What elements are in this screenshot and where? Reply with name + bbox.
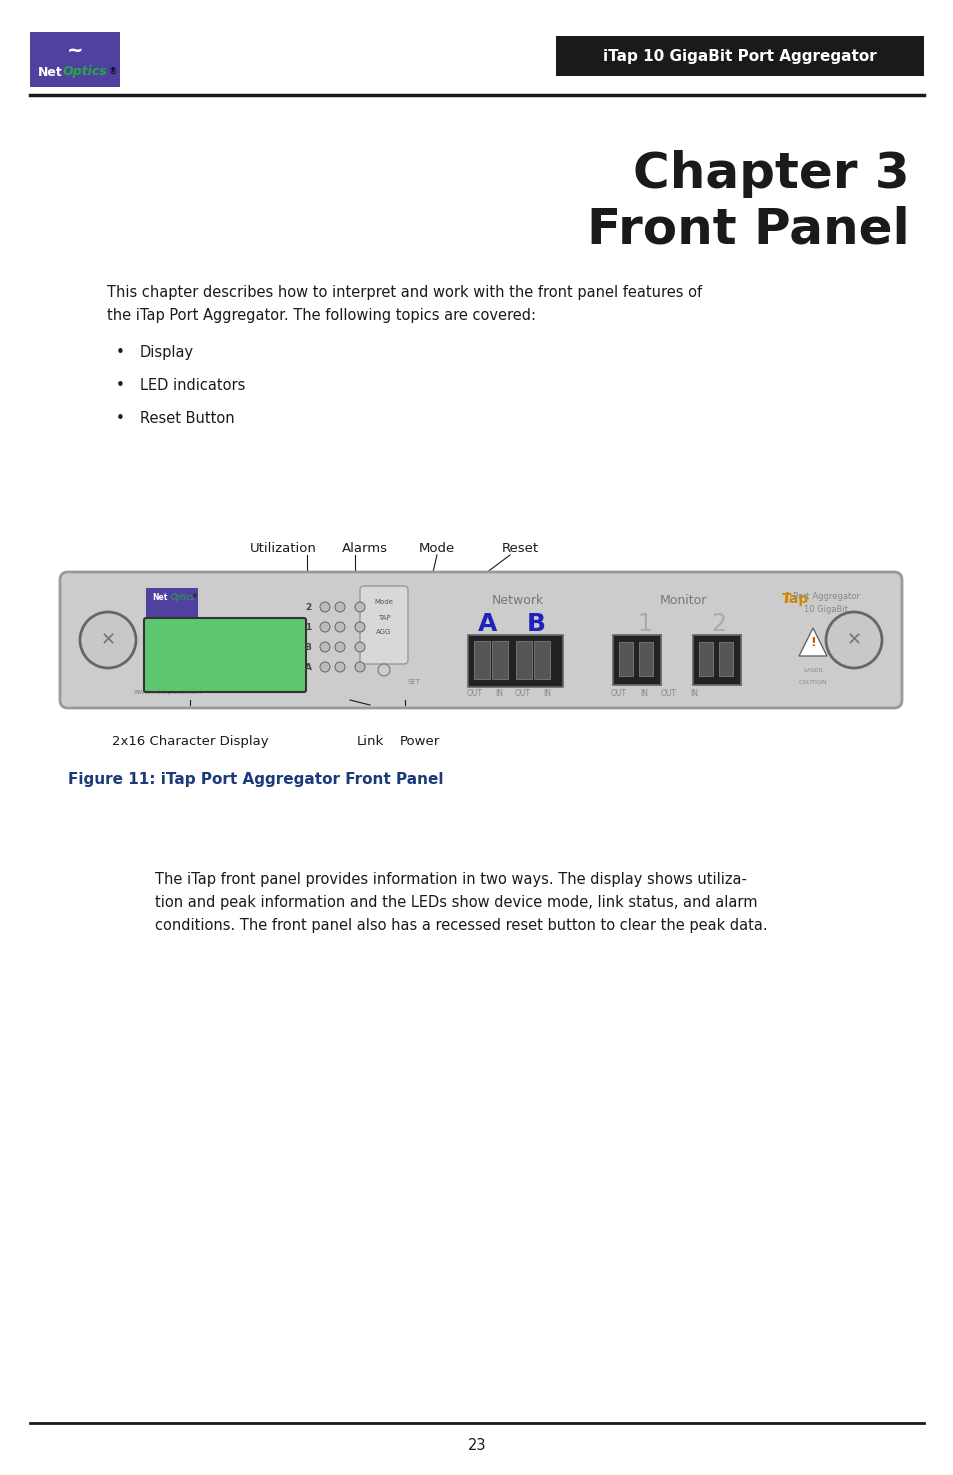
Text: OUT: OUT (660, 689, 677, 699)
Text: B: B (304, 643, 311, 652)
Bar (534, 642, 550, 678)
Text: Port Aggregator: Port Aggregator (792, 591, 859, 600)
Text: 1: 1 (637, 612, 652, 636)
Bar (719, 642, 732, 676)
Text: AGG: AGG (375, 628, 392, 636)
Text: TAP: TAP (377, 615, 390, 621)
Text: OUT: OUT (610, 689, 626, 699)
Text: Monitor: Monitor (659, 594, 706, 608)
Circle shape (319, 642, 330, 652)
Circle shape (335, 642, 345, 652)
Text: Optics: Optics (63, 65, 108, 78)
Text: Network: Network (492, 594, 543, 608)
Circle shape (335, 662, 345, 673)
Bar (618, 642, 633, 676)
Text: the iTap Port Aggregator. The following topics are covered:: the iTap Port Aggregator. The following … (107, 308, 536, 323)
Text: Power: Power (399, 735, 439, 748)
Text: 2: 2 (305, 602, 311, 612)
Circle shape (355, 622, 365, 631)
Text: ~: ~ (67, 40, 83, 59)
Circle shape (825, 612, 882, 668)
Text: Utilization: Utilization (250, 541, 316, 555)
Text: conditions. The front panel also has a recessed reset button to clear the peak d: conditions. The front panel also has a r… (154, 917, 767, 934)
Text: ®: ® (191, 594, 196, 599)
Text: The iTap front panel provides information in two ways. The display shows utiliza: The iTap front panel provides informatio… (154, 872, 746, 886)
Circle shape (355, 662, 365, 673)
Circle shape (319, 662, 330, 673)
Text: CAUTION: CAUTION (798, 680, 826, 684)
Circle shape (335, 602, 345, 612)
Text: ✕: ✕ (100, 631, 115, 649)
Text: OUT: OUT (467, 689, 482, 699)
Bar (146, 589, 198, 618)
Text: 2: 2 (711, 612, 726, 636)
Text: B: B (526, 612, 545, 636)
Text: ®: ® (109, 68, 117, 77)
Text: •: • (115, 378, 124, 392)
Circle shape (355, 602, 365, 612)
Polygon shape (799, 628, 826, 656)
Text: 2x16 Character Display: 2x16 Character Display (112, 735, 268, 748)
Text: Mode: Mode (418, 541, 455, 555)
Bar (516, 642, 532, 678)
Bar (492, 642, 507, 678)
Text: i: i (782, 591, 787, 606)
Text: Front Panel: Front Panel (587, 205, 909, 254)
Circle shape (319, 602, 330, 612)
Text: •: • (115, 345, 124, 360)
Text: LED indicators: LED indicators (140, 378, 245, 392)
Bar (30, 32, 120, 87)
Text: ✕: ✕ (845, 631, 861, 649)
Text: IN: IN (542, 689, 551, 699)
Text: LASER: LASER (802, 668, 822, 673)
Circle shape (355, 642, 365, 652)
Text: •: • (115, 412, 124, 426)
Text: This chapter describes how to interpret and work with the front panel features o: This chapter describes how to interpret … (107, 285, 701, 299)
Text: Display: Display (140, 345, 193, 360)
Text: SET: SET (407, 678, 420, 684)
Text: Chapter 3: Chapter 3 (633, 150, 909, 198)
Text: Reset Button: Reset Button (140, 412, 234, 426)
Circle shape (335, 622, 345, 631)
FancyBboxPatch shape (60, 572, 901, 708)
Circle shape (377, 664, 390, 676)
Text: Net: Net (152, 593, 168, 602)
Text: OUT: OUT (515, 689, 531, 699)
Bar (556, 35, 923, 77)
Text: 1: 1 (305, 622, 311, 631)
FancyBboxPatch shape (359, 586, 408, 664)
Text: tion and peak information and the LEDs show device mode, link status, and alarm: tion and peak information and the LEDs s… (154, 895, 757, 910)
Bar (639, 642, 652, 676)
Text: IN: IN (495, 689, 502, 699)
Text: A: A (477, 612, 497, 636)
Circle shape (319, 622, 330, 631)
Bar (613, 636, 660, 684)
Text: IN: IN (639, 689, 647, 699)
Text: A: A (304, 662, 312, 671)
Text: IN: IN (689, 689, 698, 699)
Text: !: ! (809, 636, 815, 649)
Text: 23: 23 (467, 1438, 486, 1453)
Text: 10 GigaBit: 10 GigaBit (803, 605, 847, 614)
Text: Net: Net (37, 65, 62, 78)
Text: Reset: Reset (501, 541, 538, 555)
Bar (468, 636, 562, 687)
FancyBboxPatch shape (144, 618, 306, 692)
Bar (474, 642, 490, 678)
Text: Mode: Mode (375, 599, 393, 605)
Circle shape (80, 612, 136, 668)
Text: iTap 10 GigaBit Port Aggregator: iTap 10 GigaBit Port Aggregator (602, 49, 876, 63)
Bar (692, 636, 740, 684)
Text: www.netoptics.com: www.netoptics.com (133, 689, 202, 695)
Text: Figure 11: iTap Port Aggregator Front Panel: Figure 11: iTap Port Aggregator Front Pa… (68, 771, 443, 788)
Text: Optics: Optics (171, 593, 195, 602)
Bar (699, 642, 712, 676)
Text: Alarms: Alarms (341, 541, 388, 555)
Text: Tap: Tap (781, 591, 809, 606)
Text: Link: Link (356, 735, 383, 748)
